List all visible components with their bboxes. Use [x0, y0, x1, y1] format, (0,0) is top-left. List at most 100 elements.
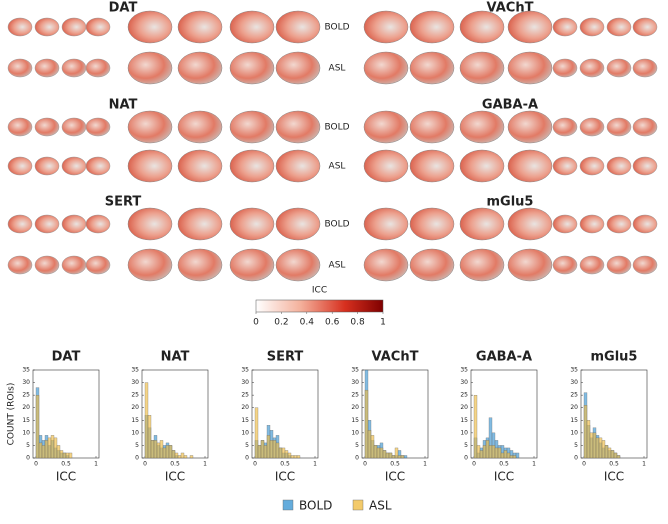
brain-small — [579, 17, 605, 37]
histogram-bar — [144, 382, 149, 459]
histogram-bar — [385, 452, 390, 459]
y-tick-label: 15 — [131, 417, 139, 424]
brain-large — [229, 110, 275, 144]
brain-small — [34, 255, 60, 275]
brain-large — [177, 10, 223, 44]
y-tick-label: 15 — [460, 417, 468, 424]
legend-swatch — [352, 499, 364, 511]
x-tick-label: 0 — [582, 461, 586, 468]
y-tick-label: 20 — [22, 404, 30, 411]
histogram-bar — [183, 455, 188, 459]
x-tick-label: 0 — [472, 461, 476, 468]
brain-small — [34, 214, 60, 234]
y-tick-label: 30 — [241, 379, 249, 386]
brain-large — [275, 10, 321, 44]
y-tick-label: 15 — [241, 417, 249, 424]
x-tick-label: 0.5 — [170, 461, 180, 468]
histogram-bar — [35, 394, 40, 459]
y-tick-label: 25 — [570, 392, 578, 399]
histogram-bar — [68, 452, 73, 459]
y-tick-label: 0 — [135, 455, 139, 462]
legend-label: ASL — [369, 499, 392, 513]
brain-small — [632, 58, 658, 78]
brain-large — [127, 248, 173, 282]
y-tick-label: 30 — [22, 379, 30, 386]
histogram-bar — [189, 455, 194, 459]
brain-large — [459, 10, 505, 44]
brain-small — [85, 17, 111, 37]
histogram-bar — [503, 450, 508, 459]
brain-small — [61, 156, 87, 176]
brain-large — [363, 51, 409, 85]
y-tick-label: 5 — [464, 442, 468, 449]
y-tick-label: 5 — [245, 442, 249, 449]
chart-title: DAT — [52, 350, 81, 365]
brain-small — [7, 117, 33, 137]
x-tick-label: 0.5 — [390, 461, 400, 468]
brain-large — [177, 207, 223, 241]
brain-large — [127, 10, 173, 44]
y-tick-label: 5 — [135, 442, 139, 449]
brain-small — [632, 255, 658, 275]
colorbar-tick-label: 0.8 — [350, 318, 365, 328]
chart-title: NAT — [161, 350, 190, 365]
histogram-bar — [488, 445, 493, 459]
histogram-bar — [275, 442, 280, 459]
y-tick-label: 5 — [574, 442, 578, 449]
x-tick-label: 0.5 — [609, 461, 619, 468]
brain-small — [579, 117, 605, 137]
histogram-bar — [494, 447, 499, 459]
modality-label: ASL — [329, 261, 346, 271]
colorbar-tick-label: 1 — [380, 318, 386, 328]
brain-large — [229, 149, 275, 183]
brain-small — [579, 156, 605, 176]
x-tick-label: 1 — [313, 461, 317, 468]
histogram-bar — [177, 455, 182, 459]
brain-large — [409, 10, 455, 44]
histogram-bar — [257, 445, 262, 459]
modality-label: BOLD — [324, 23, 349, 33]
brain-large — [229, 51, 275, 85]
histogram-bar — [476, 445, 481, 459]
histogram-bar — [601, 440, 606, 459]
histogram-bar — [284, 450, 289, 459]
brain-large — [507, 51, 553, 85]
histogram-bar — [290, 455, 295, 459]
brain-small — [606, 58, 632, 78]
y-tick-label: 30 — [351, 379, 359, 386]
y-tick-label: 10 — [241, 429, 249, 436]
histogram-bar — [500, 452, 505, 459]
histogram-bar — [388, 452, 393, 459]
histogram-bar — [400, 455, 405, 459]
histogram-bar — [296, 455, 301, 459]
x-tick-label: 1 — [642, 461, 646, 468]
y-tick-label: 15 — [351, 417, 359, 424]
brain-large — [229, 207, 275, 241]
histogram-bar — [394, 447, 399, 459]
brain-large — [363, 149, 409, 183]
brain-small — [85, 214, 111, 234]
histogram-bar — [482, 445, 487, 459]
histogram-bar — [47, 437, 52, 459]
brain-large — [127, 51, 173, 85]
brain-small — [85, 117, 111, 137]
brain-small — [7, 214, 33, 234]
y-tick-label: 10 — [570, 429, 578, 436]
brain-large — [363, 10, 409, 44]
brain-small — [61, 214, 87, 234]
x-axis-label: ICC — [56, 470, 76, 484]
brain-small — [7, 17, 33, 37]
brain-small — [61, 255, 87, 275]
histogram-bar — [485, 440, 490, 459]
histogram-bar — [515, 452, 520, 459]
x-tick-label: 1 — [203, 461, 207, 468]
x-tick-label: 0.5 — [499, 461, 509, 468]
brain-small — [85, 255, 111, 275]
brain-small — [552, 156, 578, 176]
legend-label: BOLD — [299, 499, 332, 513]
x-tick-label: 0 — [34, 461, 38, 468]
plot-frame — [470, 369, 538, 459]
y-tick-label: 35 — [351, 367, 359, 374]
histogram-bar — [171, 450, 176, 459]
brain-small — [632, 156, 658, 176]
